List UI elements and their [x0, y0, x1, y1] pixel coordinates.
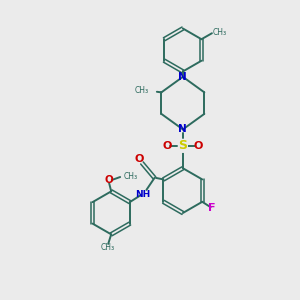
Text: O: O [104, 175, 113, 185]
Text: N: N [178, 72, 187, 82]
Text: CH₃: CH₃ [100, 243, 115, 252]
Text: CH₃: CH₃ [135, 86, 149, 95]
Text: CH₃: CH₃ [124, 172, 138, 181]
Text: S: S [178, 139, 187, 152]
Text: NH: NH [135, 190, 150, 200]
Text: O: O [194, 141, 203, 151]
Text: N: N [178, 124, 187, 134]
Text: O: O [163, 141, 172, 151]
Text: CH₃: CH₃ [213, 28, 227, 37]
Text: O: O [135, 154, 144, 164]
Text: F: F [208, 203, 215, 213]
